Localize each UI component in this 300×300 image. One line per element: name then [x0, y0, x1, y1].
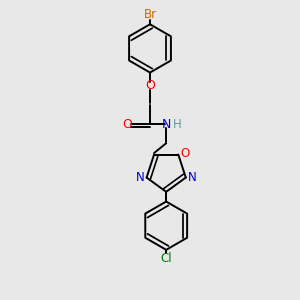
Text: O: O: [180, 147, 189, 160]
Text: O: O: [122, 118, 132, 130]
Text: N: N: [188, 171, 197, 184]
Text: Br: Br: [143, 8, 157, 21]
Text: N: N: [161, 118, 171, 130]
Text: Cl: Cl: [160, 252, 172, 265]
Text: H: H: [173, 118, 182, 130]
Text: O: O: [145, 79, 155, 92]
Text: N: N: [136, 171, 145, 184]
